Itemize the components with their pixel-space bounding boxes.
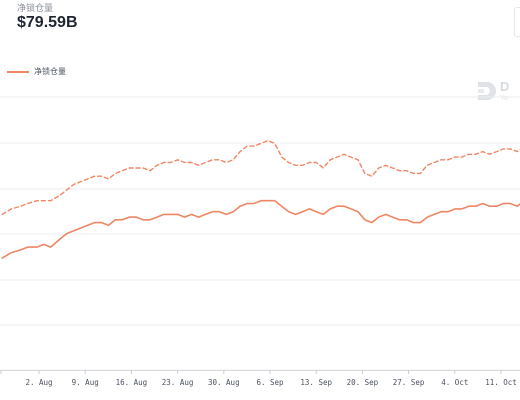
x-tick-label: 11. Oct (485, 378, 517, 387)
watermark-text: D (500, 79, 510, 94)
metric-label: 净锁仓量 (17, 3, 54, 13)
watermark-logo-icon (478, 82, 496, 100)
series-line-dashed[interactable] (1, 140, 520, 216)
watermark-subtext: Yo (500, 95, 508, 102)
grid-lines (0, 96, 520, 371)
range-selector-button[interactable] (514, 7, 520, 37)
x-tick-label: 20. Sep (347, 378, 379, 387)
x-axis: 2. Aug 9. Aug 16. Aug 23. Aug 30. Aug 6. Sep 1… (0, 370, 520, 387)
x-tick-label: 6. Sep (256, 378, 284, 387)
series-line-solid[interactable] (1, 199, 520, 259)
x-tick-label: 30. Aug (208, 378, 240, 387)
legend-label: 净锁仓量 (34, 67, 66, 76)
chart-legend[interactable]: 净锁仓量 (7, 66, 66, 78)
x-tick-label: 23. Aug (162, 378, 194, 387)
x-tick-label: 27. Sep (393, 378, 425, 387)
x-tick-label: 16. Aug (116, 378, 148, 387)
x-tick-label: 4. Oct (441, 378, 468, 387)
series-layer (1, 140, 520, 259)
x-tick-label: 2. Aug (25, 378, 52, 387)
watermark: D Yo (476, 80, 509, 103)
x-tick-label: 9. Aug (72, 378, 99, 387)
metric-value: $79.59B (17, 14, 78, 31)
legend-swatch (7, 71, 29, 73)
x-tick-label: 13. Sep (300, 378, 332, 387)
